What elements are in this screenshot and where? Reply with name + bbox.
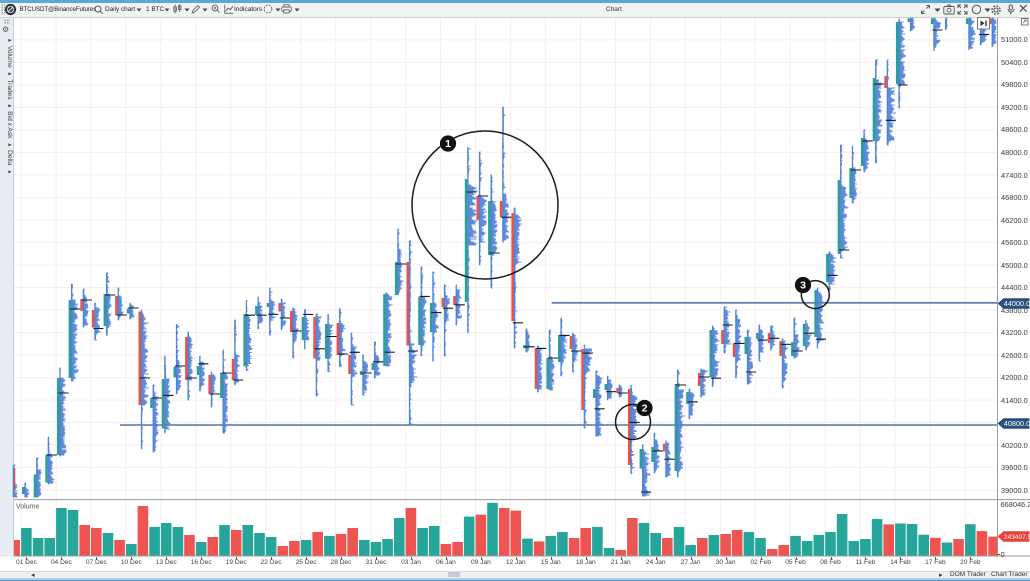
- svg-text:44000.0: 44000.0: [1004, 299, 1030, 308]
- svg-text:3: 3: [800, 280, 806, 292]
- svg-text:40800.0: 40800.0: [1004, 419, 1030, 428]
- svg-text:243407.58: 243407.58: [1004, 534, 1030, 541]
- svg-text:Volume: Volume: [16, 504, 39, 511]
- svg-text:2: 2: [642, 403, 648, 415]
- svg-text:1: 1: [445, 138, 451, 150]
